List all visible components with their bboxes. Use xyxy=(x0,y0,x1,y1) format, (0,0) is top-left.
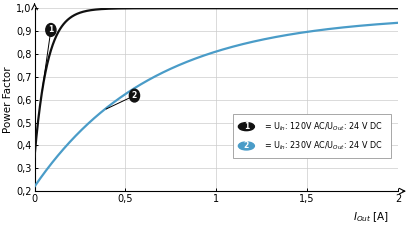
Text: = U$_{In}$: 230V AC/U$_{Out}$: 24 V DC: = U$_{In}$: 230V AC/U$_{Out}$: 24 V DC xyxy=(264,140,382,152)
Text: 1: 1 xyxy=(244,122,249,131)
Text: 2: 2 xyxy=(244,141,249,151)
Bar xyxy=(233,114,391,158)
Text: 2: 2 xyxy=(132,91,137,100)
Text: = U$_{In}$: 120V AC/U$_{Out}$: 24 V DC: = U$_{In}$: 120V AC/U$_{Out}$: 24 V DC xyxy=(264,120,382,133)
Y-axis label: Power Factor: Power Factor xyxy=(4,66,13,133)
Circle shape xyxy=(129,89,140,102)
Circle shape xyxy=(238,123,255,131)
Text: $I_{Out}$ [A]: $I_{Out}$ [A] xyxy=(353,211,389,225)
Text: 1: 1 xyxy=(48,25,53,35)
Circle shape xyxy=(46,24,56,36)
Circle shape xyxy=(238,142,255,150)
